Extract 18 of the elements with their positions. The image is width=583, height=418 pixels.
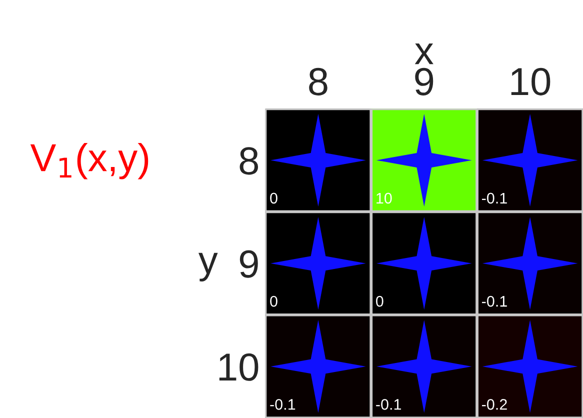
x-tick-label: 10	[511, 68, 550, 96]
data-label: 0	[270, 192, 278, 204]
data-label: -0.1	[482, 192, 507, 204]
data-label: -0.1	[482, 296, 507, 307]
y-tick-label: 9	[240, 250, 258, 278]
data-label: -0.1	[270, 399, 296, 410]
data-label: 10	[376, 192, 392, 204]
x-tick-label: 8	[309, 68, 328, 96]
data-label: -0.1	[376, 399, 401, 410]
data-label: -0.2	[482, 399, 507, 410]
x-tick-label: 9	[415, 68, 434, 96]
y-tick-label: 8	[240, 147, 258, 175]
data-label: 0	[270, 296, 278, 307]
text: V$_{1}$(x,y)	[30, 142, 148, 180]
x-axis-title: x	[414, 44, 434, 64]
data-label: 0	[376, 296, 384, 307]
y-axis-title: y	[198, 252, 218, 282]
y-tick-label: 10	[219, 353, 258, 381]
